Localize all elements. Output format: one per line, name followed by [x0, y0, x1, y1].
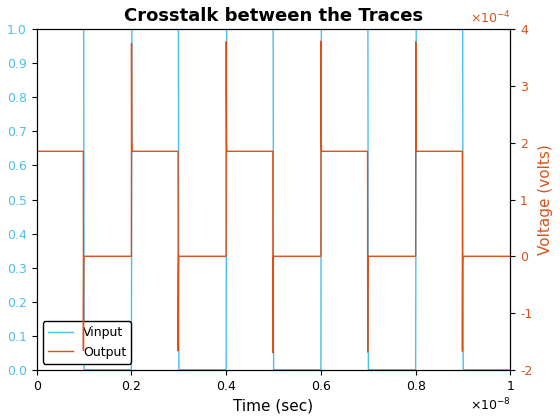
Line: Vinput: Vinput — [36, 29, 510, 370]
Vinput — [33, 367, 40, 372]
Output — [484, 254, 491, 259]
Output — [44, 149, 51, 154]
Output — [335, 149, 342, 154]
Output — [269, 350, 276, 355]
Vinput — [463, 367, 469, 372]
Vinput — [484, 367, 491, 372]
Output — [33, 254, 40, 259]
Y-axis label: Voltage (volts): Voltage (volts) — [538, 144, 553, 255]
Vinput — [44, 27, 51, 32]
Legend: Vinput, Output: Vinput, Output — [43, 321, 131, 364]
X-axis label: Time (sec): Time (sec) — [234, 398, 314, 413]
Vinput — [335, 27, 342, 32]
Output — [463, 254, 469, 259]
Text: $\times10^{-8}$: $\times10^{-8}$ — [470, 397, 510, 414]
Output — [318, 39, 324, 44]
Vinput — [507, 367, 514, 372]
Vinput — [283, 367, 290, 372]
Title: Crosstalk between the Traces: Crosstalk between the Traces — [124, 7, 423, 25]
Line: Output: Output — [36, 41, 510, 353]
Text: $\times10^{-4}$: $\times10^{-4}$ — [470, 9, 510, 26]
Output — [91, 254, 98, 259]
Vinput — [91, 367, 98, 372]
Output — [283, 254, 290, 259]
Vinput — [34, 27, 40, 32]
Output — [507, 254, 514, 259]
